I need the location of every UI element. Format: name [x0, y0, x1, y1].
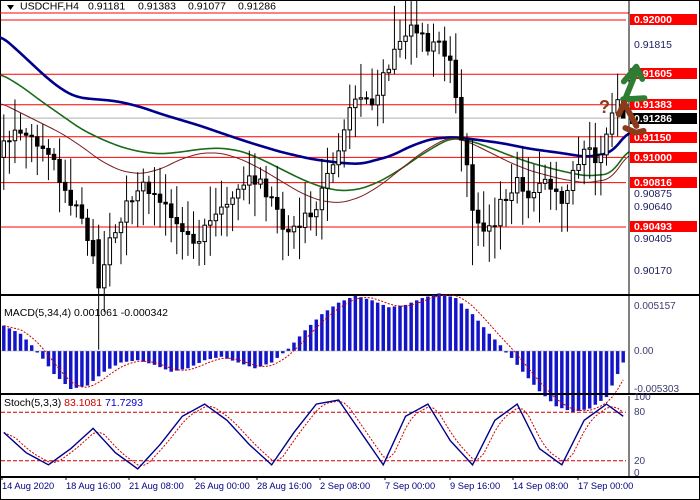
svg-text:0.91286: 0.91286	[238, 1, 276, 13]
svg-text:0.00: 0.00	[634, 346, 654, 357]
svg-text:0.90640: 0.90640	[634, 201, 672, 213]
svg-text:0: 0	[634, 468, 640, 479]
svg-text:?: ?	[599, 97, 610, 117]
svg-text:14 Aug 2020: 14 Aug 2020	[2, 481, 54, 491]
svg-text:USDCHF,H4: USDCHF,H4	[20, 1, 79, 13]
svg-text:18 Aug 16:00: 18 Aug 16:00	[66, 481, 121, 491]
svg-text:0.91286: 0.91286	[634, 113, 672, 125]
svg-text:0.92000: 0.92000	[634, 14, 672, 26]
svg-text:0.90493: 0.90493	[634, 221, 672, 233]
svg-text:0.90405: 0.90405	[634, 233, 672, 245]
svg-text:0.90875: 0.90875	[634, 188, 672, 200]
svg-text:0.005157: 0.005157	[634, 301, 676, 312]
svg-text:17 Sep 00:00: 17 Sep 00:00	[578, 481, 633, 491]
svg-text:0.91181: 0.91181	[88, 1, 125, 13]
svg-text:0.91815: 0.91815	[634, 39, 672, 51]
svg-text:26 Aug 00:00: 26 Aug 00:00	[195, 481, 250, 491]
svg-text:80: 80	[634, 407, 646, 418]
svg-text:20: 20	[634, 456, 646, 467]
svg-text:Stoch(5,3,3) 83.1081 71.7293: Stoch(5,3,3) 83.1081 71.7293	[4, 397, 143, 409]
svg-text:7 Sep 00:00: 7 Sep 00:00	[385, 481, 435, 491]
svg-text:9 Sep 16:00: 9 Sep 16:00	[450, 481, 500, 491]
svg-text:100: 100	[634, 392, 651, 403]
svg-text:0.91383: 0.91383	[138, 1, 176, 13]
svg-text:28 Aug 16:00: 28 Aug 16:00	[257, 481, 312, 491]
svg-text:14 Sep 08:00: 14 Sep 08:00	[513, 481, 568, 491]
svg-text:0.90816: 0.90816	[634, 177, 672, 189]
svg-text:0.91000: 0.91000	[634, 152, 672, 164]
svg-text:21 Aug 08:00: 21 Aug 08:00	[129, 481, 184, 491]
svg-text:MACD(5,34,4) 0.001061 -0.00034: MACD(5,34,4) 0.001061 -0.000342	[4, 307, 168, 319]
svg-text:0.90170: 0.90170	[634, 265, 672, 277]
svg-text:0.91077: 0.91077	[188, 1, 226, 13]
svg-text:2 Sep 08:00: 2 Sep 08:00	[320, 481, 370, 491]
